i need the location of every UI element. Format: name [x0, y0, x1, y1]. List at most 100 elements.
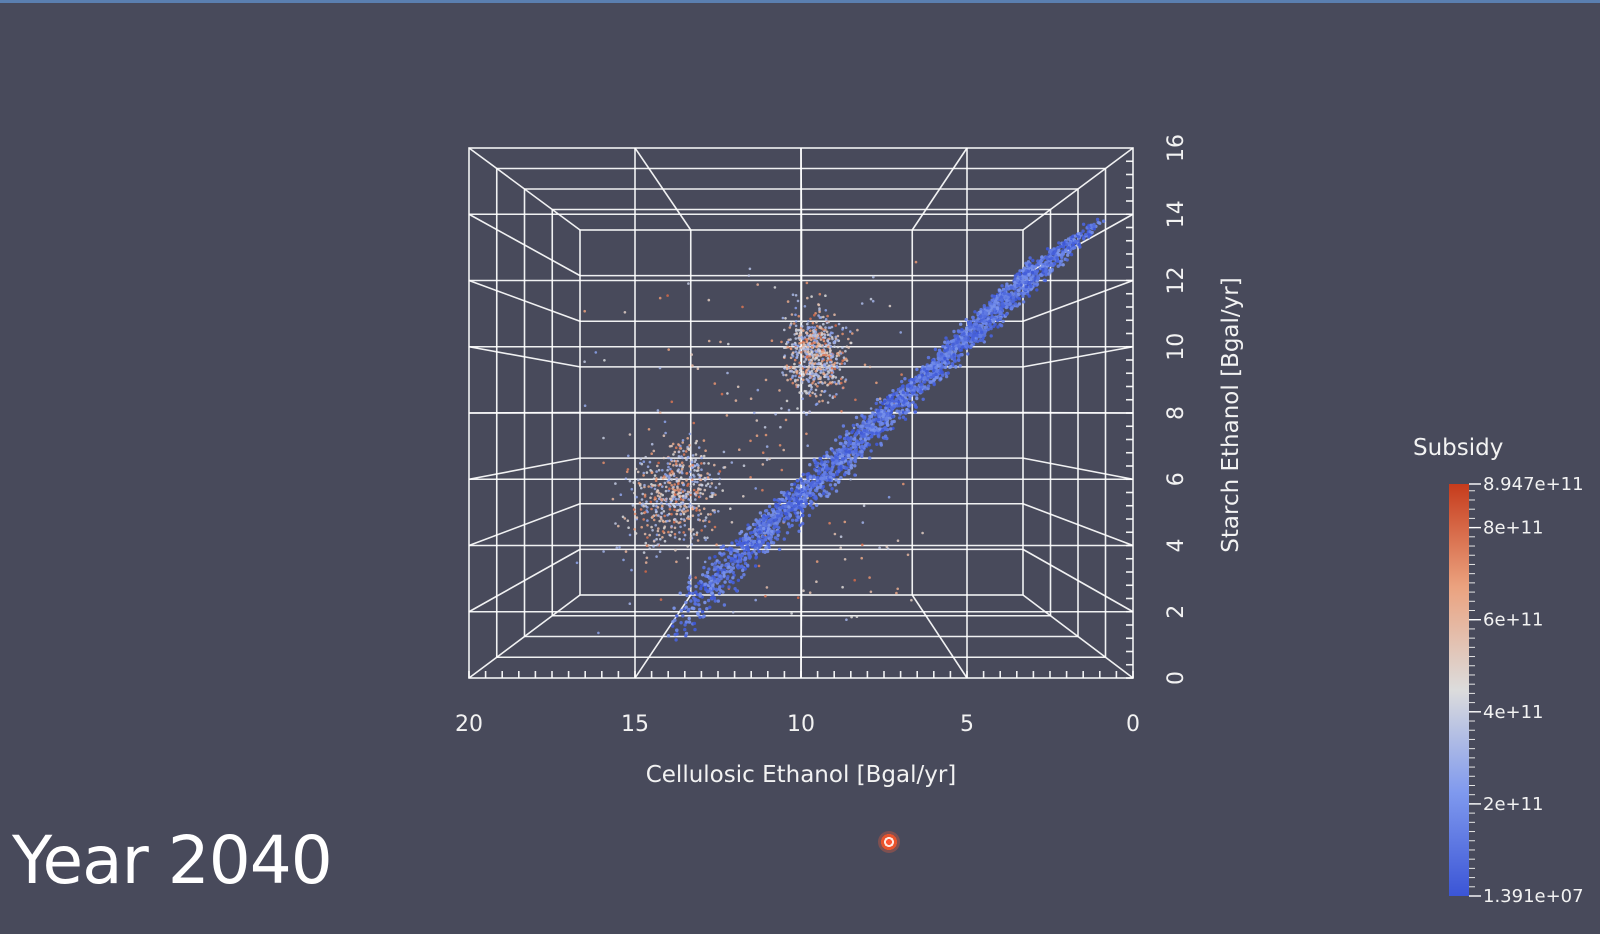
band-point: [995, 318, 1000, 323]
scatter-point: [815, 340, 819, 343]
scatter-point: [695, 509, 698, 512]
scatter-point: [672, 464, 675, 467]
band-point: [767, 504, 772, 509]
scatter-point: [630, 568, 633, 572]
scatter-point: [787, 338, 790, 342]
scatter-point: [640, 486, 643, 490]
band-point: [982, 319, 986, 324]
scatter-point: [680, 517, 683, 521]
band-point: [775, 530, 779, 534]
band-point: [713, 561, 718, 565]
band-point: [932, 361, 936, 365]
scatter-point: [820, 327, 823, 330]
scatter-point: [810, 366, 814, 369]
scatter-point: [824, 368, 827, 372]
band-point: [1015, 272, 1019, 276]
y-tick-label: 4: [1164, 539, 1189, 553]
band-point: [911, 400, 915, 404]
scatter-point: [658, 550, 662, 553]
scatter-point: [686, 492, 690, 496]
scatter-point: [863, 363, 867, 367]
scatter-point: [921, 531, 924, 535]
scatter-point: [691, 528, 695, 531]
band-point: [873, 413, 877, 417]
band-point: [675, 632, 679, 636]
scatter-point: [789, 377, 792, 381]
band-point: [812, 474, 816, 478]
band-point: [999, 298, 1004, 302]
scatter-point: [667, 481, 670, 484]
band-point: [965, 343, 969, 347]
scatter-point: [830, 371, 834, 375]
scatter-point: [648, 547, 651, 550]
scatter-point: [809, 358, 813, 362]
scatter-point: [809, 338, 813, 342]
scatter-point: [667, 530, 670, 534]
band-point: [860, 444, 865, 449]
band-point: [743, 551, 747, 556]
band-point: [753, 522, 758, 527]
band-point: [805, 491, 810, 495]
band-point: [776, 503, 780, 507]
scatter-point: [812, 328, 816, 332]
scatter-point: [647, 485, 650, 488]
scatter-point: [816, 385, 819, 388]
band-point: [704, 574, 708, 578]
band-point: [805, 486, 809, 490]
scatter-point: [796, 299, 800, 303]
y-tick-label: 14: [1164, 200, 1189, 228]
scatter-point: [667, 465, 670, 469]
scatter-point: [798, 371, 802, 375]
band-point: [753, 546, 757, 550]
band-point: [836, 480, 841, 484]
scatter-point: [843, 362, 846, 365]
scatter-point: [761, 488, 764, 492]
band-point: [902, 401, 906, 405]
scatter-point: [804, 358, 808, 361]
band-point: [861, 421, 865, 425]
band-point: [795, 488, 799, 492]
band-point: [1014, 302, 1018, 306]
scatter-point: [673, 505, 676, 508]
scatter-point: [825, 361, 829, 365]
band-point: [788, 525, 792, 529]
scatter-point: [702, 507, 706, 511]
band-point: [819, 494, 823, 498]
scatter-point: [810, 345, 814, 349]
band-point: [778, 500, 782, 504]
scatter-point: [686, 509, 689, 512]
band-point: [1011, 292, 1016, 296]
scatter-point: [682, 483, 686, 487]
scatter-point: [814, 370, 818, 373]
scatter-point: [705, 484, 708, 487]
band-point: [890, 422, 894, 426]
scatter-point: [672, 474, 676, 478]
scatter-point: [805, 413, 808, 416]
band-point: [822, 454, 826, 459]
scatter-point: [721, 489, 724, 492]
band-point: [684, 605, 688, 609]
band-point: [987, 306, 991, 310]
band-point: [1029, 276, 1033, 280]
scatter-point: [633, 491, 636, 495]
scatter-point: [597, 631, 600, 635]
band-point: [881, 428, 885, 433]
scatter-point: [773, 286, 777, 289]
scatter-point: [809, 317, 812, 321]
band-point: [943, 340, 947, 344]
scatter-point: [862, 504, 866, 508]
scatter-point: [666, 475, 669, 478]
band-point: [1017, 297, 1022, 301]
scatter-point: [697, 504, 701, 508]
scatter-point: [856, 328, 859, 332]
band-point: [790, 507, 794, 512]
scatter-point: [657, 533, 661, 537]
band-point: [707, 576, 712, 580]
band-point: [752, 540, 756, 544]
scatter-point: [718, 482, 721, 486]
scatter-point: [790, 353, 794, 356]
band-point: [975, 333, 979, 338]
scatter-point: [695, 531, 699, 534]
